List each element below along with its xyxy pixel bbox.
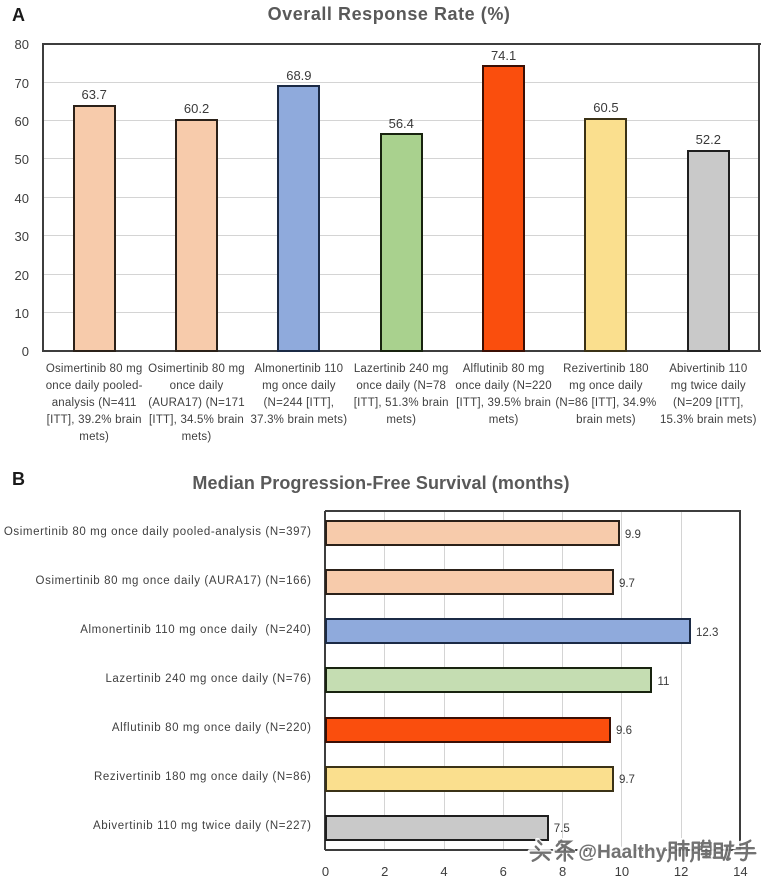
svg-text:@Haalthy: @Haalthy [578,842,666,863]
svg-text:@Haalthy: @Haalthy [577,841,665,862]
